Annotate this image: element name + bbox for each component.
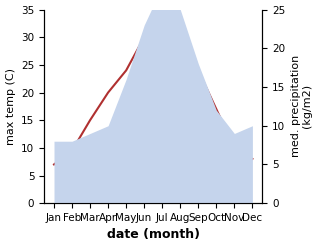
Y-axis label: med. precipitation
(kg/m2): med. precipitation (kg/m2) [291,55,313,158]
Y-axis label: max temp (C): max temp (C) [5,68,16,145]
X-axis label: date (month): date (month) [107,228,200,242]
